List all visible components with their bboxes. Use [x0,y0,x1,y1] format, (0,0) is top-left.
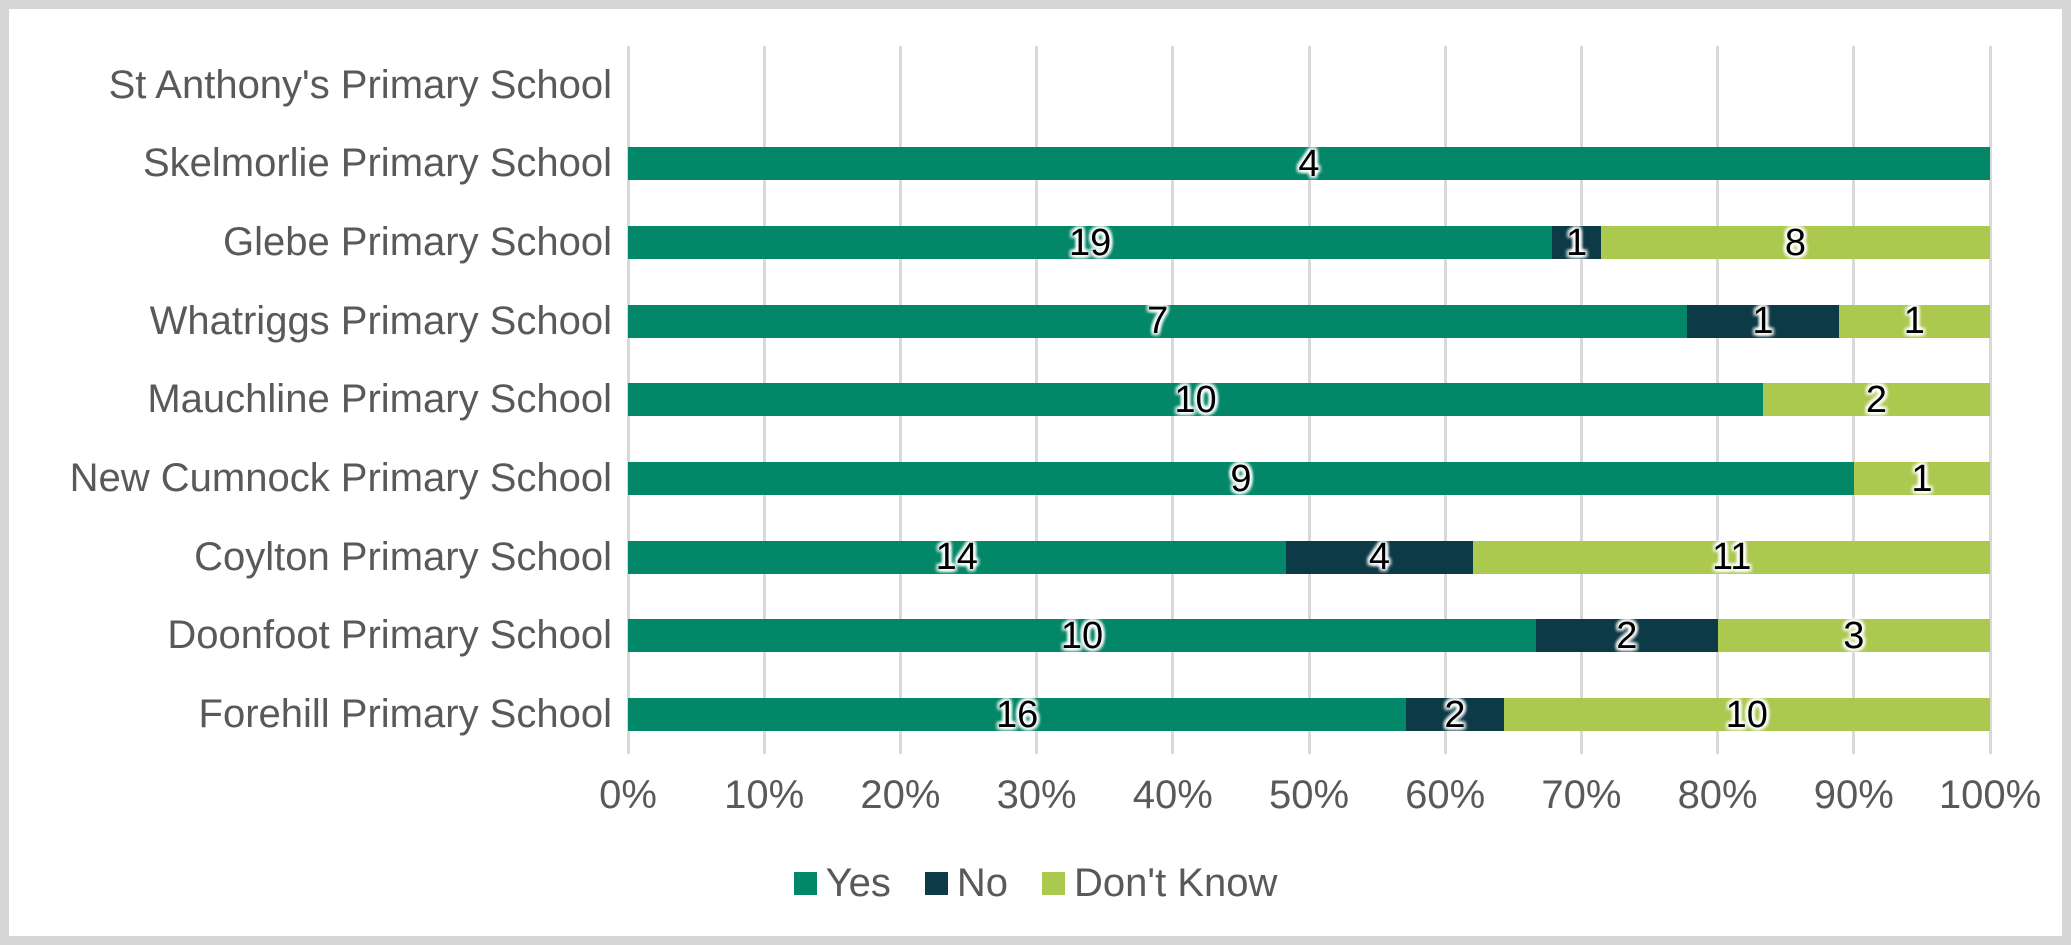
legend-swatch-don-t-know [1042,871,1066,895]
data-label: 11 [1711,536,1752,579]
category-label-st-anthony-s-primary-school: St Anthony's Primary School [108,62,612,107]
bar-segment-no: 2 [1406,693,1504,736]
data-label: 3 [1843,614,1865,657]
stacked-bar: 10 2 [628,378,1990,421]
x-tick-label-40pct: 40% [1132,773,1213,817]
legend-swatch-yes [793,871,817,895]
x-tick-label-100pct: 100% [1938,773,2042,817]
legend-item-don-t-know: Don't Know [1042,861,1277,906]
x-tick-label-10pct: 10% [724,773,805,817]
data-label: 19 [1068,221,1112,264]
data-label: 9 [1230,457,1252,500]
bar-segment-yes: 14 [628,536,1286,579]
category-label-glebe-primary-school: Glebe Primary School [222,220,612,265]
category-label-coylton-primary-school: Coylton Primary School [194,534,612,579]
category-label-new-cumnock-primary-school: New Cumnock Primary School [69,456,612,501]
chart-canvas: St Anthony's Primary School Skelmorlie Pr… [9,9,2062,936]
category-label-skelmorlie-primary-school: Skelmorlie Primary School [142,141,612,186]
bar-rows: 4 19 1 8 7 1 1 10 2 9 1 14 4 11 10 2 3 16 2 10 [628,46,1990,754]
x-tick-label-60pct: 60% [1405,773,1486,817]
category-label-whatriggs-primary-school: Whatriggs Primary School [149,298,612,343]
stacked-bar: 10 2 3 [628,614,1990,657]
data-label: 1 [1911,457,1933,500]
bar-row-skelmorlie-primary-school: 4 [628,125,1990,204]
x-tick-label-20pct: 20% [860,773,941,817]
bar-segment-don-t-know: 2 [1763,378,1990,421]
category-labels: St Anthony's Primary School Skelmorlie Pr… [11,46,612,754]
x-tick-label-0pct: 0% [599,773,657,817]
legend-label: Don't Know [1074,860,1278,905]
bar-segment-no: 2 [1536,614,1718,657]
x-tick-label-90pct: 90% [1813,773,1894,817]
legend-item-yes: Yes [793,860,891,906]
data-label: 2 [1616,614,1638,657]
bar-segment-don-t-know: 11 [1473,536,1990,579]
x-tick-label-70pct: 70% [1541,773,1622,817]
legend-item-no: No [924,860,1009,906]
x-tick-label-80pct: 80% [1677,773,1758,817]
legend-label: No [956,860,1009,905]
data-label: 10 [1725,693,1768,736]
bar-row-forehill-primary-school: 16 2 10 [628,675,1990,754]
data-label: 2 [1865,378,1888,421]
bar-segment-yes: 10 [628,614,1536,657]
data-label: 10 [1060,614,1104,657]
bar-row-coylton-primary-school: 14 4 11 [628,518,1990,597]
category-label-doonfoot-primary-school: Doonfoot Primary School [167,613,612,658]
x-axis: 0% 10% 20% 30% 40% 50% 60% 70% 80% 90% 100% [599,761,2041,821]
bar-row-glebe-primary-school: 19 1 8 [628,203,1990,282]
data-label: 10 [1174,378,1217,421]
bar-row-whatriggs-primary-school: 7 1 1 [628,282,1990,361]
legend-label: Yes [825,860,891,905]
data-label: 7 [1147,300,1169,343]
x-tick-label-30pct: 30% [996,773,1077,817]
stacked-bar: 16 2 10 [628,693,1990,736]
bar-segment-don-t-know: 10 [1503,693,1990,736]
bar-row-doonfoot-primary-school: 10 2 3 [628,597,1990,676]
bar-row-st-anthony-s-primary-school [628,46,1990,125]
data-label: 1 [1752,300,1774,343]
gridline [1988,46,1992,754]
bar-segment-yes: 9 [628,457,1854,500]
bar-segment-don-t-know: 8 [1600,221,1990,264]
data-label: 4 [1368,536,1391,579]
stacked-bar: 7 1 1 [628,300,1990,343]
data-label: 16 [996,693,1039,736]
data-label: 2 [1444,693,1466,736]
data-label: 8 [1784,221,1806,264]
data-label: 1 [1903,300,1925,343]
bar-segment-no: 4 [1285,536,1474,579]
bar-segment-no: 1 [1552,221,1601,264]
bar-segment-yes: 19 [628,221,1553,264]
data-label: 1 [1565,221,1588,264]
x-tick-label-50pct: 50% [1268,773,1350,817]
bar-segment-yes: 10 [628,378,1763,421]
legend: Yes No Don't Know [9,855,2062,911]
bar-row-mauchline-primary-school: 10 2 [628,361,1990,440]
category-label-mauchline-primary-school: Mauchline Primary School [147,377,612,422]
bar-segment-don-t-know: 1 [1838,300,1990,343]
bar-segment-don-t-know: 1 [1853,457,1990,500]
stacked-bar: 4 [628,142,1990,185]
stacked-bar: 14 4 11 [628,536,1990,579]
bar-segment-yes: 7 [628,300,1688,343]
bar-segment-yes: 4 [628,142,1990,185]
bar-segment-no: 1 [1687,300,1839,343]
plot-area: 4 19 1 8 7 1 1 10 2 9 1 14 4 11 10 2 3 16 2 10 [626,46,1992,754]
category-label-forehill-primary-school: Forehill Primary School [198,692,612,737]
stacked-bar: 19 1 8 [628,221,1990,264]
data-label: 14 [935,536,978,579]
legend-swatch-no [924,871,948,895]
bar-segment-don-t-know: 3 [1717,614,1990,657]
bar-segment-yes: 16 [628,693,1407,736]
data-label: 4 [1298,142,1320,185]
